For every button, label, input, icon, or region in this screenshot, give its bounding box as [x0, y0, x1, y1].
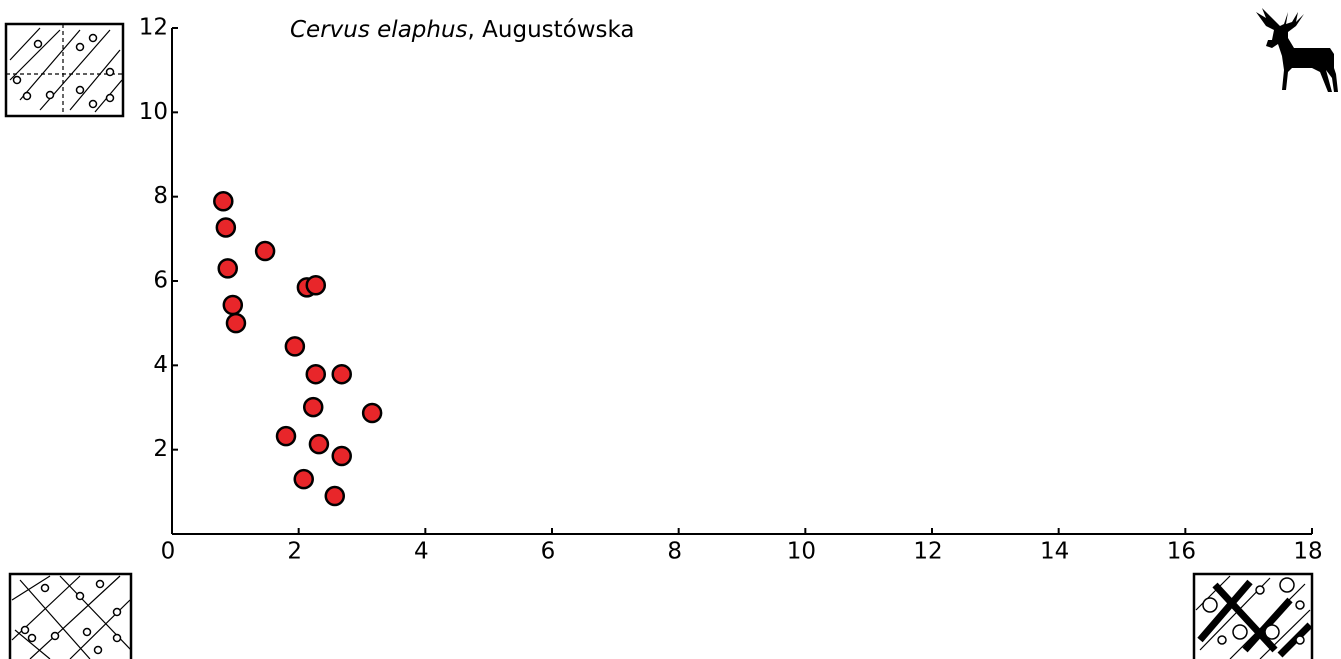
point: [275, 425, 297, 447]
x-tick-label: 2: [287, 539, 302, 565]
x-tick-label: 6: [541, 539, 556, 565]
x-tick-label: 10: [787, 539, 816, 565]
x-tick-label: 18: [1293, 539, 1322, 565]
point: [225, 312, 247, 334]
point: [361, 402, 383, 424]
y-tick-label: 4: [153, 352, 168, 378]
x-tick-label: 0: [161, 539, 176, 565]
x-tick-label: 14: [1040, 539, 1069, 565]
deer-icon: [1256, 8, 1338, 92]
point: [222, 294, 244, 316]
point: [302, 396, 324, 418]
title-site: , Augustówska: [468, 17, 635, 43]
point: [305, 363, 327, 385]
x-tick-label: 8: [667, 539, 682, 565]
y-tick-label: 2: [153, 436, 168, 462]
habitat-icon-bottom-left: [8, 572, 133, 659]
point: [217, 258, 238, 279]
point: [215, 217, 237, 238]
y-tick-label: 6: [153, 268, 168, 294]
point: [284, 336, 306, 357]
point: [331, 445, 352, 467]
x-tick-label: 12: [913, 539, 942, 565]
point: [308, 433, 330, 455]
title-species: Cervus elaphus: [290, 17, 468, 43]
y-tick-label: 10: [139, 99, 168, 125]
point: [324, 485, 346, 507]
point: [254, 240, 276, 262]
x-tick-label: 16: [1167, 539, 1196, 565]
y-tick-label: 8: [153, 183, 168, 209]
chart-title: Cervus elaphus, Augustówska: [290, 17, 635, 43]
point: [293, 468, 314, 490]
y-tick-label: 12: [139, 15, 168, 41]
x-tick-label: 4: [414, 539, 429, 565]
point: [305, 274, 327, 296]
point: [213, 191, 234, 212]
point: [331, 363, 352, 385]
habitat-icon-bottom-right: [1192, 572, 1314, 659]
habitat-icon-top-left: [4, 22, 125, 118]
